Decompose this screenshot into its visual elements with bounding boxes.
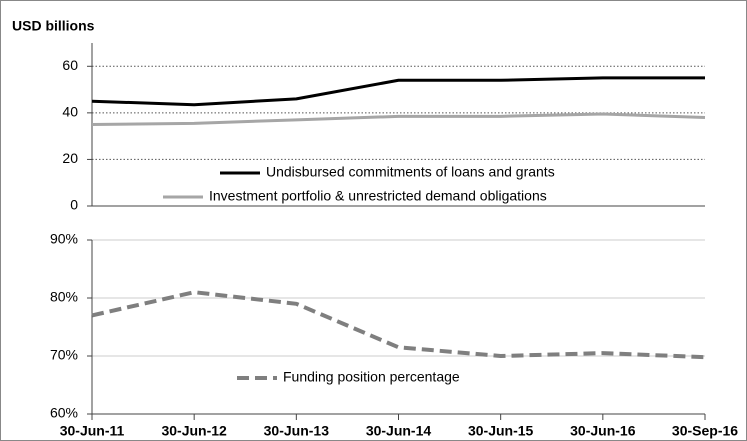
y-tick-label: 40 [62, 104, 78, 120]
y-tick-label: 90% [50, 231, 78, 247]
y-tick-label: 80% [50, 289, 78, 305]
x-tick-label: 30-Jun-15 [468, 423, 534, 439]
series-line [91, 290, 706, 360]
legend-label: Investment portfolio & unrestricted dema… [209, 188, 547, 204]
y-tick-label: 20 [62, 150, 78, 166]
legend-label: Undisbursed commitments of loans and gra… [266, 164, 555, 180]
series-line [91, 76, 705, 107]
x-tick-label: 30-Sep-16 [672, 423, 738, 439]
y-tick-label: 70% [50, 347, 78, 363]
legend-label: Funding position percentage [283, 369, 460, 385]
y-tick-label: 60% [50, 405, 78, 421]
x-tick-label: 30-Jun-12 [161, 423, 227, 439]
x-tick-label: 30-Jun-11 [60, 423, 125, 439]
y-tick-label: 60 [62, 57, 78, 73]
series-line [91, 112, 706, 126]
x-tick-label: 30-Jun-13 [264, 423, 330, 439]
x-tick-label: 30-Jun-14 [366, 423, 432, 439]
y-tick-label: 0 [70, 197, 78, 213]
y-axis-title: USD billions [12, 18, 95, 34]
x-tick-label: 30-Jun-16 [570, 423, 636, 439]
